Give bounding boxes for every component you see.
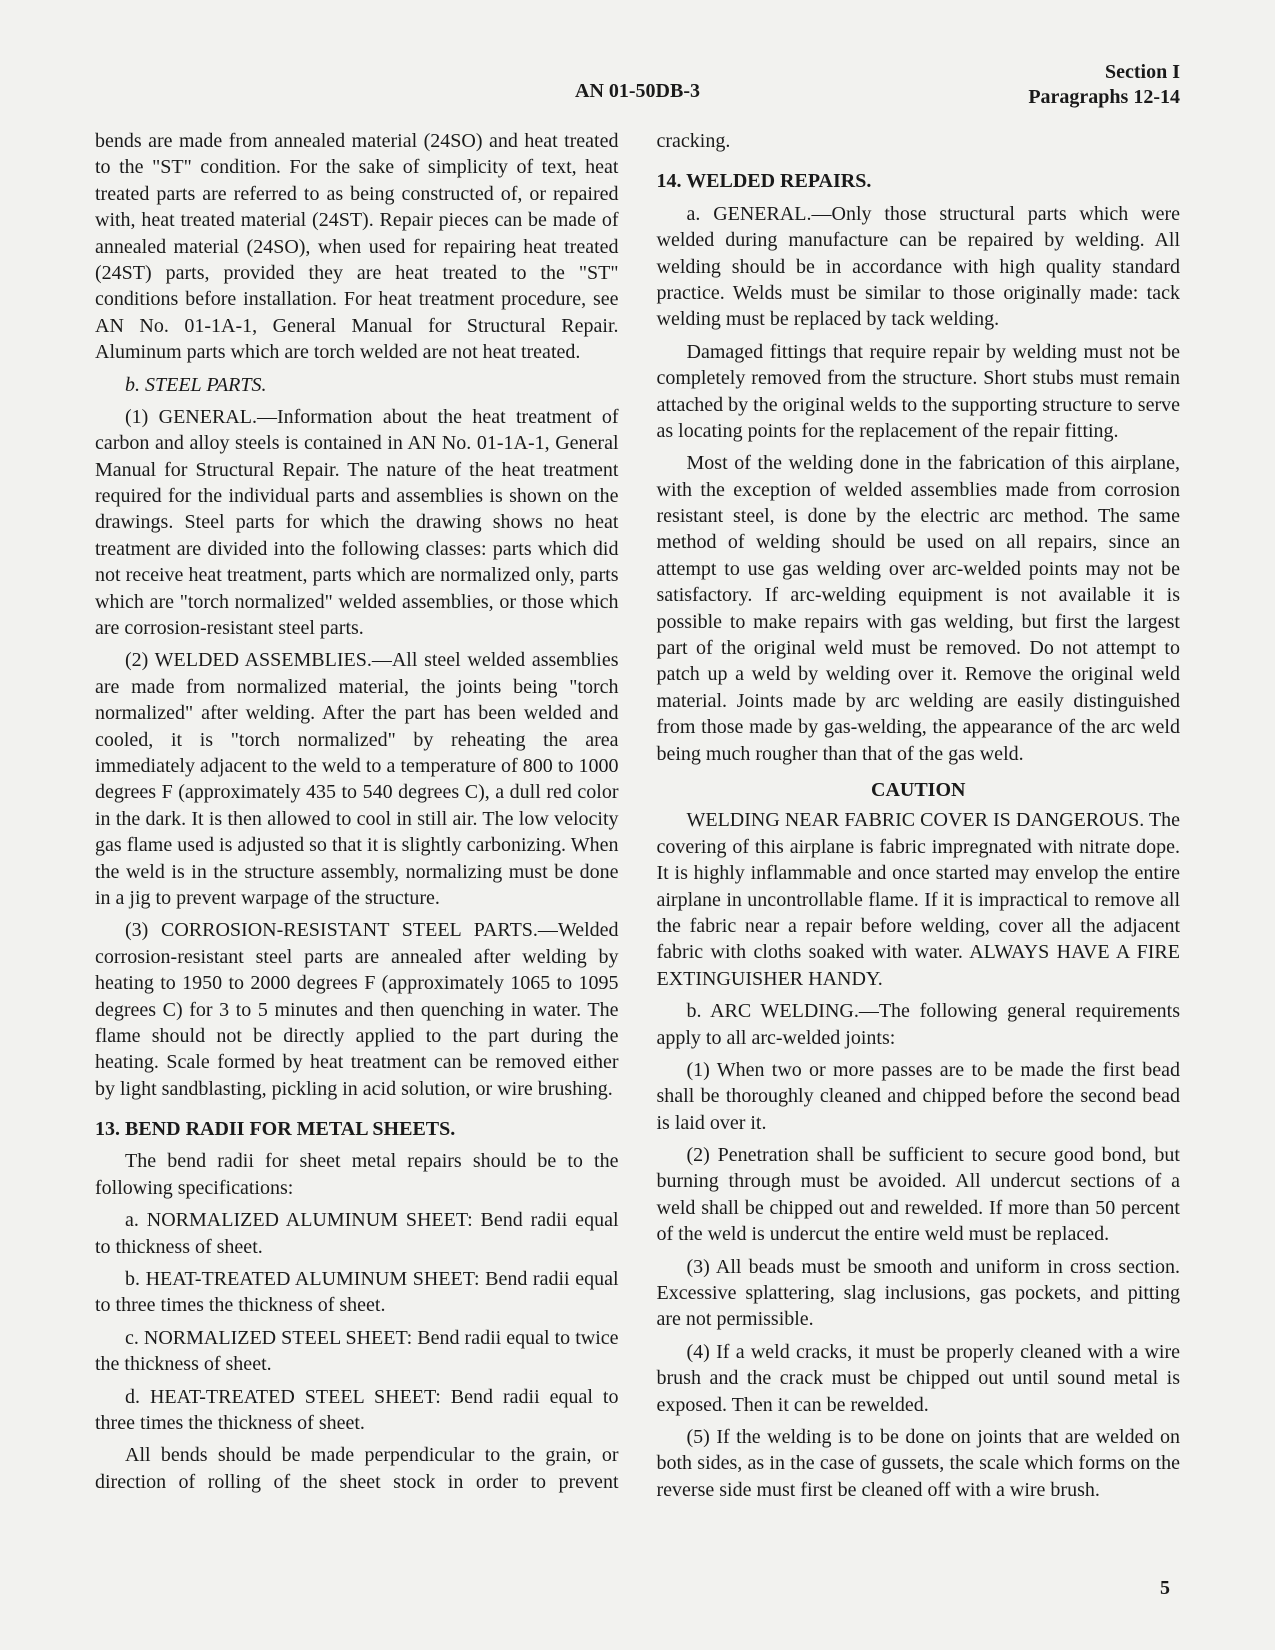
s14-b3: (3) All beads must be smooth and uniform…	[657, 1254, 1181, 1333]
s13-a: a. NORMALIZED ALUMINUM SHEET: Bend radii…	[95, 1207, 619, 1260]
s14-b5: (5) If the welding is to be done on join…	[657, 1424, 1181, 1503]
section-ref: Section I Paragraphs 12-14	[920, 60, 1180, 110]
s14-a: a. GENERAL.—Only those structural parts …	[657, 201, 1181, 333]
s14-p3: Most of the welding done in the fabricat…	[657, 450, 1181, 767]
s14-b2: (2) Penetration shall be sufficient to s…	[657, 1142, 1181, 1248]
s13-d: d. HEAT-TREATED STEEL SHEET: Bend radii …	[95, 1384, 619, 1437]
section-14-title: 14. WELDED REPAIRS.	[657, 168, 1181, 194]
page-number: 5	[1160, 1577, 1170, 1600]
caution-body: WELDING NEAR FABRIC COVER IS DANGEROUS. …	[657, 807, 1181, 992]
body-columns: bends are made from annealed material (2…	[95, 128, 1180, 1503]
label-b: b. STEEL PARTS.	[125, 374, 267, 396]
para-b2: (2) WELDED ASSEMBLIES.—All steel welded …	[95, 647, 619, 911]
para-b1: (1) GENERAL.—Information about the heat …	[95, 404, 619, 642]
para-b3: (3) CORROSION-RESISTANT STEEL PARTS.—Wel…	[95, 917, 619, 1102]
s14-p2: Damaged fittings that require repair by …	[657, 339, 1181, 445]
section-line-2: Paragraphs 12-14	[1028, 86, 1180, 108]
s13-b: b. HEAT-TREATED ALUMINUM SHEET: Bend rad…	[95, 1266, 619, 1319]
page: AN 01-50DB-3 Section I Paragraphs 12-14 …	[0, 0, 1275, 1650]
section-line-1: Section I	[1105, 61, 1180, 83]
steel-parts-heading: b. STEEL PARTS.	[95, 372, 619, 398]
s14-b1: (1) When two or more passes are to be ma…	[657, 1057, 1181, 1136]
s14-b: b. ARC WELDING.—The following general re…	[657, 998, 1181, 1051]
page-header: AN 01-50DB-3 Section I Paragraphs 12-14	[95, 60, 1180, 110]
section-13-title: 13. BEND RADII FOR METAL SHEETS.	[95, 1116, 619, 1142]
s13-c: c. NORMALIZED STEEL SHEET: Bend radii eq…	[95, 1325, 619, 1378]
s14-b4: (4) If a weld cracks, it must be properl…	[657, 1339, 1181, 1418]
para-12-continued: bends are made from annealed material (2…	[95, 128, 619, 366]
caution-title: CAUTION	[657, 777, 1181, 803]
s13-intro: The bend radii for sheet metal repairs s…	[95, 1148, 619, 1201]
caution-block: CAUTION WELDING NEAR FABRIC COVER IS DAN…	[657, 777, 1181, 992]
doc-number: AN 01-50DB-3	[355, 60, 920, 110]
